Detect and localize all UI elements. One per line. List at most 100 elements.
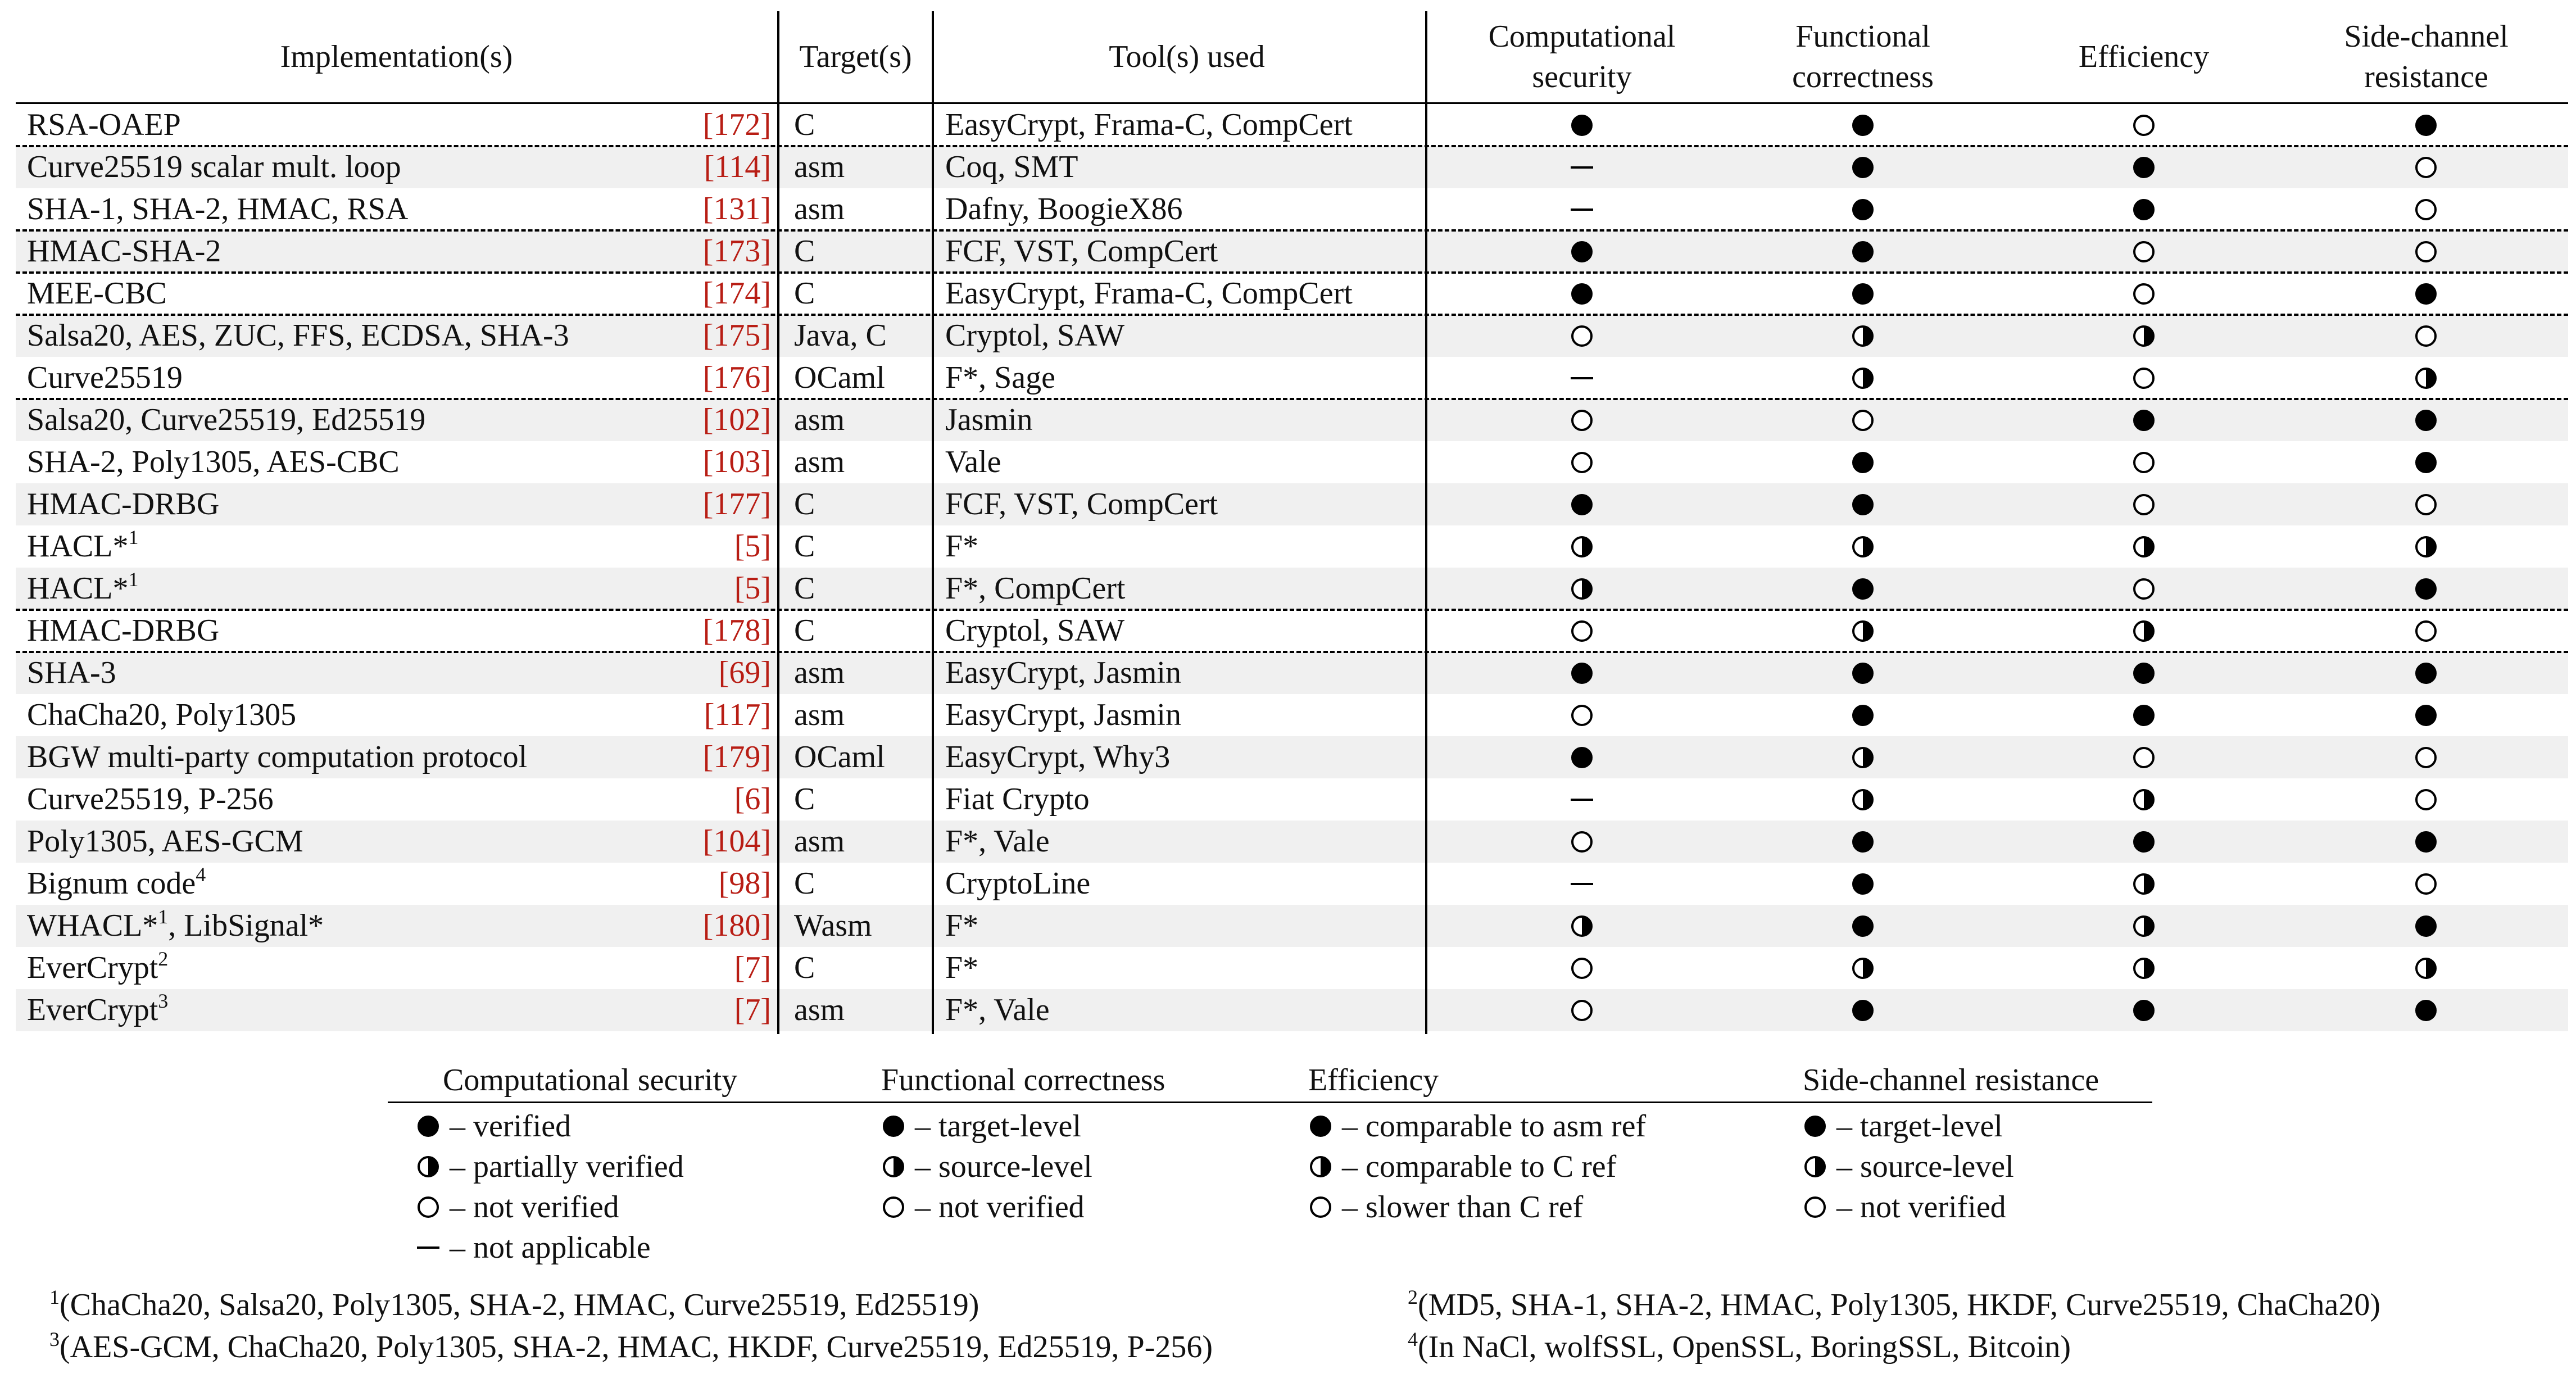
computational-security-mark	[1559, 694, 1604, 736]
legend-item-label: – not verified	[915, 1190, 1085, 1225]
citation-link[interactable]: [69]	[718, 655, 771, 690]
legend-swatch	[1804, 1116, 1826, 1137]
citation-link[interactable]: [98]	[718, 866, 771, 901]
implementation-name: RSA-OAEP	[27, 107, 181, 142]
citation-link[interactable]: [104]	[702, 824, 771, 859]
half-filled-circle-icon	[1852, 957, 1874, 979]
implementation-name: Curve25519	[27, 360, 183, 395]
computational-security-mark	[1559, 610, 1604, 652]
legend-item: – target-level	[1804, 1106, 2014, 1146]
column-rule	[1425, 11, 1427, 1034]
table-row: Salsa20, Curve25519, Ed25519 [102] asm Jasm…	[16, 398, 2568, 441]
implementation-name: HACL*	[27, 529, 129, 564]
filled-circle-icon	[2133, 704, 2155, 726]
not-applicable-dash-icon	[417, 1246, 439, 1249]
efficiency-mark	[2121, 778, 2166, 821]
implementation-cell: Salsa20, AES, ZUC, FFS, ECDSA, SHA-3	[27, 315, 569, 357]
footnote-marker: 2	[158, 948, 169, 970]
citation-link[interactable]: [7]	[734, 950, 771, 985]
implementation-cell: SHA-2, Poly1305, AES-CBC	[27, 441, 400, 483]
side-channel-mark	[2403, 821, 2448, 863]
side-channel-mark	[2403, 441, 2448, 483]
tools-cell: EasyCrypt, Jasmin	[945, 655, 1181, 690]
implementation-cell: BGW multi-party computation protocol	[27, 736, 527, 778]
legend-swatch	[882, 1116, 905, 1137]
computational-security-mark	[1559, 989, 1604, 1031]
citation-link[interactable]: [178]	[702, 613, 771, 648]
filled-circle-icon	[2415, 999, 2437, 1021]
legend-title: Functional correctness	[881, 1063, 1165, 1098]
empty-circle-icon	[1852, 409, 1874, 431]
side-channel-mark	[2403, 399, 2448, 441]
target-cell: asm	[794, 192, 845, 226]
efficiency-mark	[2121, 399, 2166, 441]
citation-link[interactable]: [179]	[702, 740, 771, 774]
computational-security-mark	[1559, 146, 1604, 188]
filled-circle-icon	[1852, 451, 1874, 473]
empty-circle-icon	[2415, 746, 2437, 768]
computational-security-mark	[1559, 188, 1604, 230]
legend-swatch	[417, 1246, 439, 1249]
citation-link[interactable]: [6]	[734, 782, 771, 817]
computational-security-mark	[1559, 357, 1604, 399]
header-computational-security: Computational security	[1488, 19, 1676, 94]
citation-link[interactable]: [176]	[702, 360, 771, 395]
citation-link[interactable]: [174]	[702, 276, 771, 311]
legend-column: – comparable to asm ref – comparable to C…	[1309, 1106, 1646, 1227]
not-applicable-dash-icon	[1571, 377, 1593, 379]
empty-circle-icon	[2415, 493, 2437, 515]
filled-circle-icon	[2133, 156, 2155, 178]
citation-link[interactable]: [177]	[702, 487, 771, 522]
functional-correctness-mark	[1840, 146, 1885, 188]
citation-link[interactable]: [117]	[704, 697, 771, 732]
legend-item-label: – target-level	[1836, 1109, 2003, 1144]
implementation-name: HMAC-DRBG	[27, 487, 220, 522]
tools-cell: Jasmin	[945, 402, 1033, 437]
functional-correctness-mark	[1840, 905, 1885, 947]
functional-correctness-mark	[1840, 736, 1885, 778]
implementation-name: Curve25519, P-256	[27, 782, 274, 817]
filled-circle-icon	[2415, 662, 2437, 684]
target-cell: C	[794, 487, 815, 522]
empty-circle-icon	[1571, 704, 1593, 726]
computational-security-mark	[1559, 821, 1604, 863]
filled-circle-icon	[1852, 156, 1874, 178]
functional-correctness-mark	[1840, 947, 1885, 989]
citation-link[interactable]: [5]	[734, 529, 771, 564]
tools-cell: F*, CompCert	[945, 571, 1126, 606]
implementation-name: HACL*	[27, 571, 129, 606]
citation-link[interactable]: [103]	[702, 445, 771, 479]
citation-link[interactable]: [175]	[702, 318, 771, 353]
legend-item: – partially verified	[417, 1146, 684, 1187]
filled-circle-icon	[2415, 451, 2437, 473]
citation-link[interactable]: [5]	[734, 571, 771, 606]
empty-circle-icon	[2415, 788, 2437, 810]
citation-link[interactable]: [173]	[702, 234, 771, 269]
citation-link[interactable]: [172]	[702, 107, 771, 142]
efficiency-mark	[2121, 315, 2166, 357]
citation-link[interactable]: [7]	[734, 992, 771, 1027]
legend-item-label: – source-level	[1836, 1149, 2014, 1184]
empty-circle-icon	[2133, 114, 2155, 136]
legend-title: Efficiency	[1308, 1063, 1439, 1098]
efficiency-mark	[2121, 947, 2166, 989]
citation-link[interactable]: [131]	[702, 192, 771, 226]
target-cell: C	[794, 529, 815, 564]
legend-item-label: – source-level	[915, 1149, 1092, 1184]
legend-swatch	[1804, 1156, 1826, 1177]
citation-link[interactable]: [114]	[704, 149, 771, 184]
legend-item-label: – not applicable	[450, 1230, 651, 1265]
target-cell: asm	[794, 697, 845, 732]
tools-cell: F*	[945, 950, 979, 985]
half-filled-circle-icon	[2133, 873, 2155, 895]
tools-cell: EasyCrypt, Jasmin	[945, 697, 1181, 732]
citation-link[interactable]: [102]	[702, 402, 771, 437]
half-filled-circle-icon	[2415, 536, 2437, 557]
table-row: WHACL*1, LibSignal* [180] Wasm F*	[16, 905, 2568, 947]
filled-circle-icon	[1804, 1116, 1826, 1137]
empty-circle-icon	[883, 1196, 904, 1218]
target-cell: C	[794, 613, 815, 648]
citation-link[interactable]: [180]	[702, 908, 771, 943]
implementation-name: ChaCha20, Poly1305	[27, 697, 297, 732]
header-side-channel-resistance: Side-channel resistance	[2344, 19, 2509, 94]
